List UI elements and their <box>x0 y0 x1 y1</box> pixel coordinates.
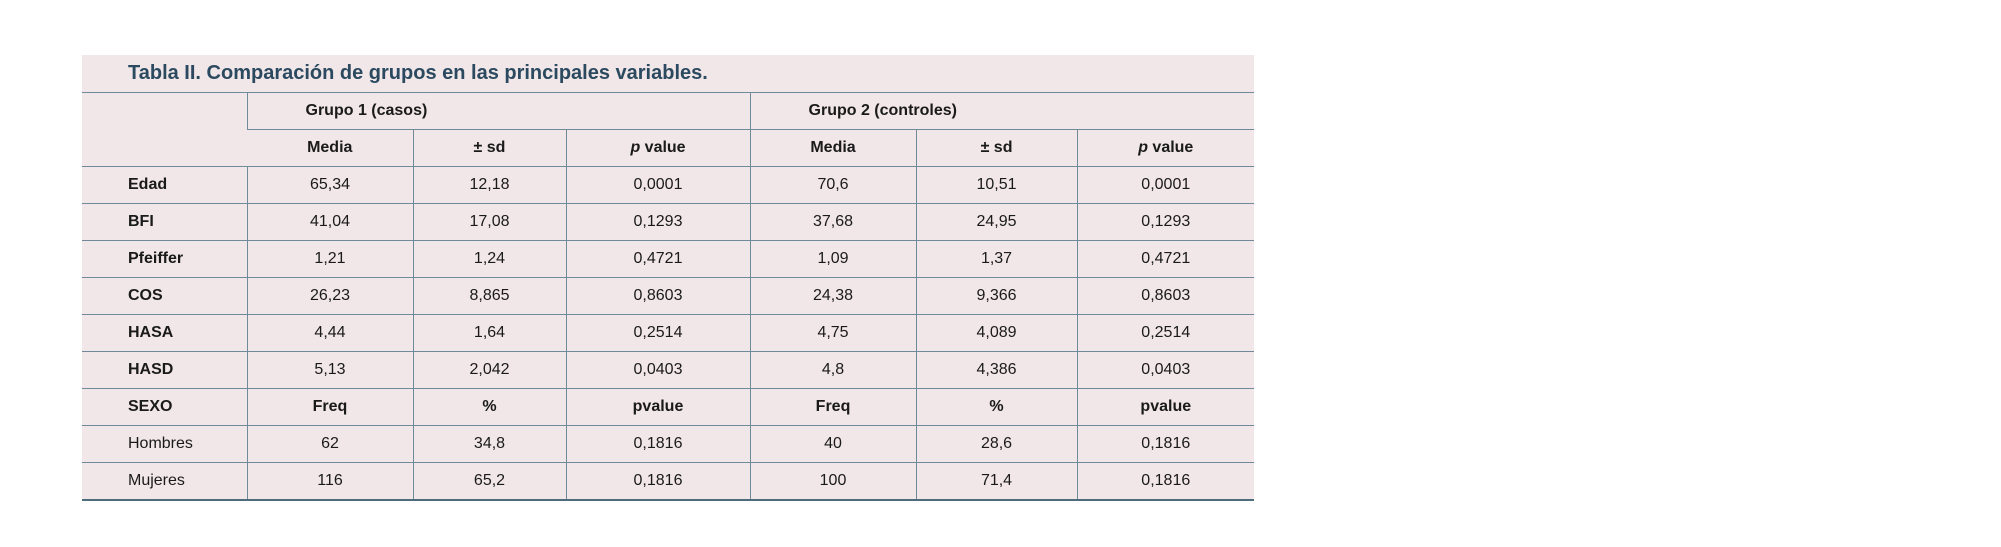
table-cell: 70,6 <box>749 166 917 204</box>
table-caption: Tabla II. Comparación de grupos en las p… <box>82 55 1254 93</box>
table-row-mujeres: Mujeres 116 65,2 0,1816 100 71,4 0,1816 <box>82 462 1255 501</box>
empty-corner-cell <box>82 93 247 167</box>
table-row-cos: COS 26,23 8,865 0,8603 24,38 9,366 0,860… <box>82 277 1255 315</box>
table-cell: 5,13 <box>246 351 413 389</box>
column-header-row: Media ± sd p value Media ± sd p value <box>82 129 1255 167</box>
table-cell: 0,1816 <box>1076 425 1255 463</box>
table-cell: 1,64 <box>412 314 566 352</box>
table-cell: 4,44 <box>246 314 413 352</box>
sexo-col-header: pvalue <box>565 388 751 426</box>
p-rest: value <box>1147 139 1194 156</box>
table-cell: 0,1816 <box>565 462 751 501</box>
table-row-edad: Edad 65,34 12,18 0,0001 70,6 10,51 0,000… <box>82 166 1255 204</box>
table-cell: 100 <box>749 462 917 501</box>
g2-sd-header: ± sd <box>915 129 1078 167</box>
sexo-header-row: SEXO Freq % pvalue Freq % pvalue <box>82 388 1255 426</box>
table-cell: 65,2 <box>412 462 566 501</box>
table-cell: 0,2514 <box>565 314 751 352</box>
table-row-bfi: BFI 41,04 17,08 0,1293 37,68 24,95 0,129… <box>82 203 1255 241</box>
sexo-col-header: % <box>915 388 1078 426</box>
table-cell: 26,23 <box>246 277 413 315</box>
table-cell: 116 <box>246 462 413 501</box>
table-cell: 8,865 <box>412 277 566 315</box>
table-cell: 1,37 <box>915 240 1078 278</box>
row-label: SEXO <box>82 388 247 426</box>
table-cell: 71,4 <box>915 462 1078 501</box>
table-cell: 0,8603 <box>565 277 751 315</box>
table-cell: 17,08 <box>412 203 566 241</box>
sexo-col-header: % <box>412 388 566 426</box>
row-label: BFI <box>82 203 247 241</box>
table-cell: 0,0403 <box>1076 351 1255 389</box>
table-cell: 12,18 <box>412 166 566 204</box>
row-label: Pfeiffer <box>82 240 247 278</box>
table-cell: 34,8 <box>412 425 566 463</box>
sexo-col-header: Freq <box>246 388 413 426</box>
table-cell: 1,09 <box>749 240 917 278</box>
sexo-col-header: Freq <box>749 388 917 426</box>
table-cell: 4,8 <box>749 351 917 389</box>
table-cell: 0,1293 <box>565 203 751 241</box>
table-cell: 4,386 <box>915 351 1078 389</box>
comparison-table: Grupo 1 (casos) Grupo 2 (controles) Medi… <box>82 93 1255 501</box>
sexo-col-header: pvalue <box>1076 388 1255 426</box>
table-cell: 24,95 <box>915 203 1078 241</box>
p-rest: value <box>640 139 686 156</box>
g1-media-header: Media <box>247 129 413 167</box>
group1-header: Grupo 1 (casos) <box>246 93 751 130</box>
row-label: COS <box>82 277 247 315</box>
data-table: Tabla II. Comparación de grupos en las p… <box>82 55 1255 501</box>
row-label: Edad <box>82 166 247 204</box>
row-label: Hombres <box>82 425 247 463</box>
row-label: HASA <box>82 314 247 352</box>
table-cell: 0,4721 <box>1076 240 1255 278</box>
table-cell: 62 <box>246 425 413 463</box>
table-cell: 0,4721 <box>565 240 751 278</box>
table-cell: 28,6 <box>915 425 1078 463</box>
table-cell: 41,04 <box>246 203 413 241</box>
table-cell: 4,75 <box>749 314 917 352</box>
table-cell: 0,0001 <box>1076 166 1255 204</box>
table-cell: 0,0001 <box>565 166 751 204</box>
table-cell: 0,1816 <box>1076 462 1255 501</box>
table-cell: 0,1293 <box>1076 203 1255 241</box>
table-cell: 24,38 <box>749 277 917 315</box>
table-cell: 37,68 <box>749 203 917 241</box>
g2-pvalue-header: p value <box>1076 129 1255 167</box>
p-italic: p <box>1138 139 1148 156</box>
table-cell: 0,1816 <box>565 425 751 463</box>
table-cell: 9,366 <box>915 277 1078 315</box>
table-row-hasa: HASA 4,44 1,64 0,2514 4,75 4,089 0,2514 <box>82 314 1255 352</box>
table-cell: 0,0403 <box>565 351 751 389</box>
table-cell: 1,21 <box>246 240 413 278</box>
table-cell: 0,2514 <box>1076 314 1255 352</box>
group2-header: Grupo 2 (controles) <box>749 93 1255 130</box>
table-cell: 2,042 <box>412 351 566 389</box>
table-cell: 40 <box>749 425 917 463</box>
table-row-hasd: HASD 5,13 2,042 0,0403 4,8 4,386 0,0403 <box>82 351 1255 389</box>
table-cell: 10,51 <box>915 166 1078 204</box>
row-label: HASD <box>82 351 247 389</box>
g1-pvalue-header: p value <box>565 129 751 167</box>
g1-sd-header: ± sd <box>412 129 566 167</box>
table-cell: 65,34 <box>246 166 413 204</box>
table-row-pfeiffer: Pfeiffer 1,21 1,24 0,4721 1,09 1,37 0,47… <box>82 240 1255 278</box>
group-header-row: Grupo 1 (casos) Grupo 2 (controles) <box>82 93 1255 167</box>
table-row-hombres: Hombres 62 34,8 0,1816 40 28,6 0,1816 <box>82 425 1255 463</box>
p-italic: p <box>630 139 641 156</box>
table-cell: 0,8603 <box>1076 277 1255 315</box>
table-cell: 4,089 <box>915 314 1078 352</box>
g2-media-header: Media <box>749 129 917 167</box>
row-label: Mujeres <box>82 462 247 501</box>
table-cell: 1,24 <box>412 240 566 278</box>
